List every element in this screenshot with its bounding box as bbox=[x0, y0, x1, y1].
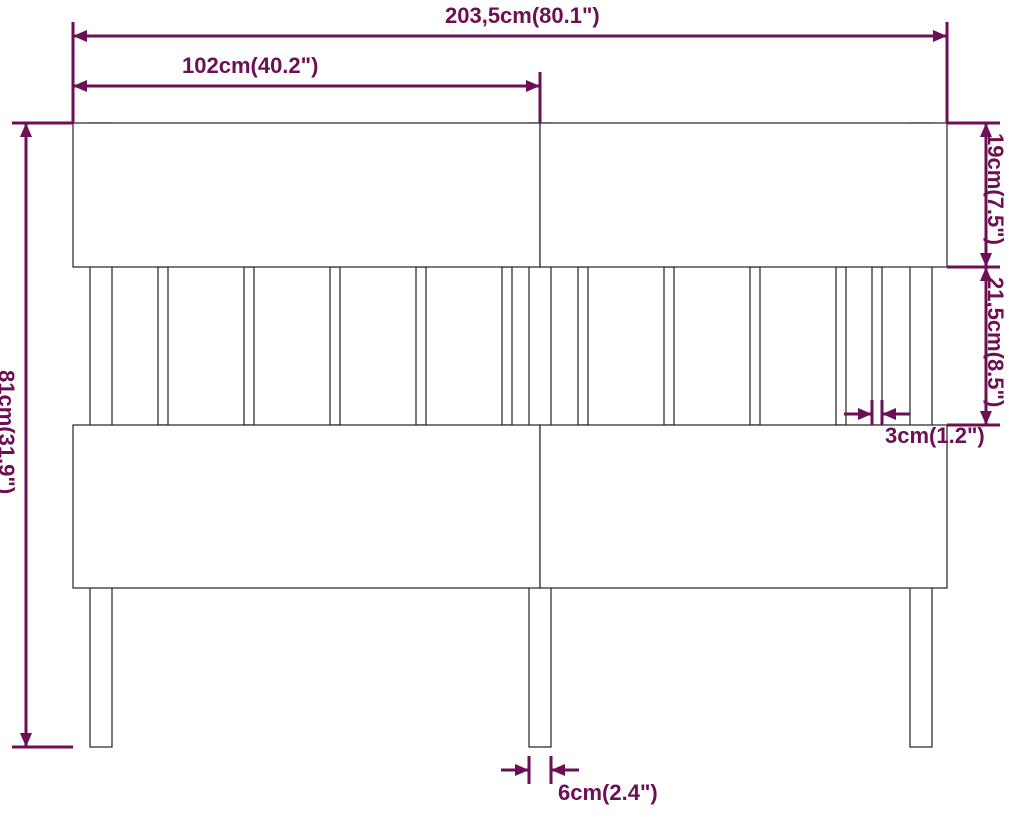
headboard-drawing bbox=[73, 123, 947, 747]
dim-label-top-height: 19cm(7.5") bbox=[982, 133, 1008, 245]
dim-label-gap-height: 21,5cm(8.5") bbox=[982, 277, 1008, 407]
dim-label-leg-width: 6cm(2.4") bbox=[558, 780, 658, 806]
dim-label-total-height: 81cm(31.9") bbox=[0, 370, 19, 494]
dim-label-half-width: 102cm(40.2") bbox=[182, 53, 318, 79]
dim-label-total-width: 203,5cm(80.1") bbox=[445, 3, 600, 29]
dim-label-slat-width: 3cm(1.2") bbox=[885, 423, 985, 449]
